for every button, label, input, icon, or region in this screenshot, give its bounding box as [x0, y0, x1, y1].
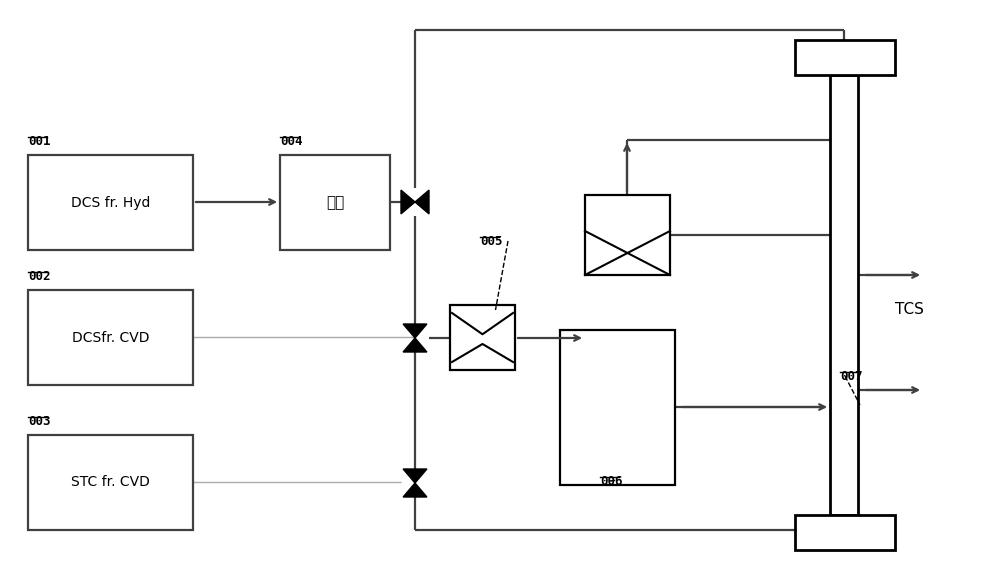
Bar	[585, 195, 670, 275]
Polygon shape	[403, 483, 427, 497]
Polygon shape	[403, 469, 427, 483]
Text: TCS: TCS	[895, 302, 924, 318]
Text: 003: 003	[28, 415, 50, 428]
Bar	[280, 155, 390, 250]
Text: 002: 002	[28, 270, 50, 283]
Polygon shape	[415, 190, 429, 214]
Bar	[28, 290, 193, 385]
Text: 004: 004	[280, 135, 302, 148]
Polygon shape	[403, 338, 427, 352]
Bar	[795, 40, 895, 75]
Bar	[450, 305, 515, 370]
Bar	[830, 75, 858, 515]
Text: 吸附: 吸附	[326, 195, 344, 210]
Polygon shape	[401, 190, 415, 214]
Text: 007: 007	[840, 370, 862, 383]
Text: STC fr. CVD: STC fr. CVD	[71, 475, 150, 490]
Bar	[28, 435, 193, 530]
Bar	[28, 155, 193, 250]
Bar	[795, 515, 895, 550]
Text: 001: 001	[28, 135, 50, 148]
Text: 006: 006	[600, 475, 622, 488]
Text: DCSfr. CVD: DCSfr. CVD	[72, 331, 149, 345]
Text: 005: 005	[480, 235, 503, 248]
Text: DCS fr. Hyd: DCS fr. Hyd	[71, 196, 150, 209]
Bar	[560, 330, 675, 485]
Polygon shape	[403, 324, 427, 338]
